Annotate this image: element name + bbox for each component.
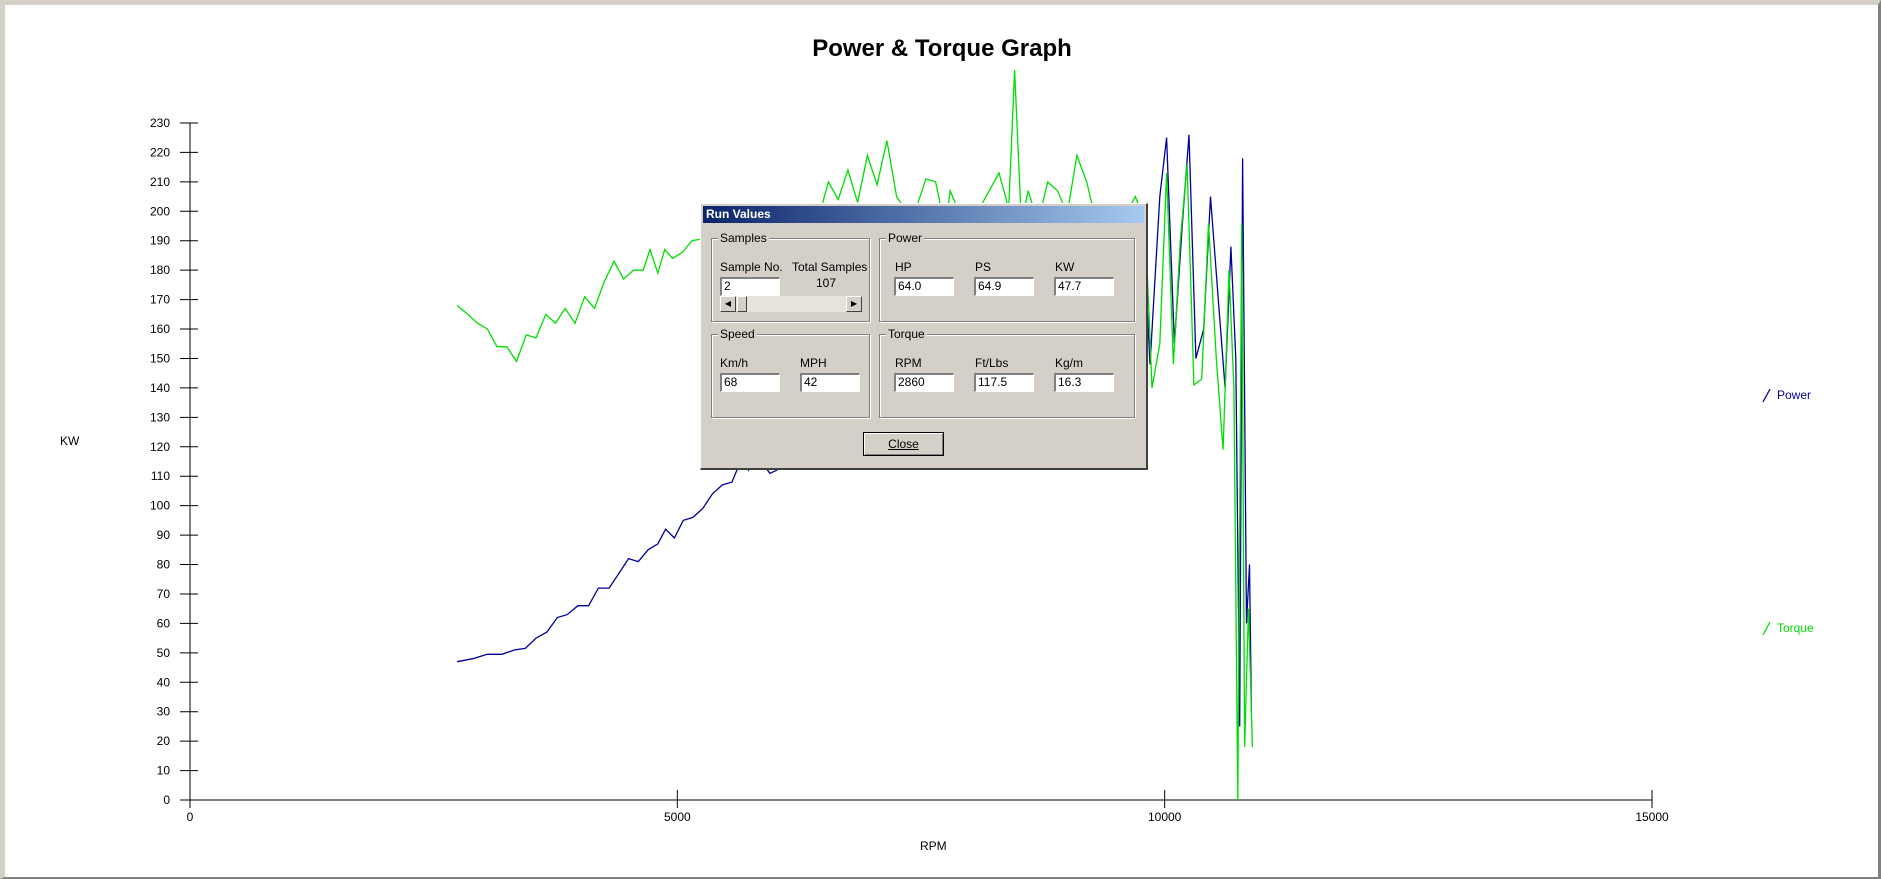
y-tick-label: 10 bbox=[157, 764, 171, 778]
y-tick-label: 190 bbox=[150, 234, 170, 248]
ftlbs-field[interactable]: 117.5 bbox=[974, 373, 1034, 392]
torque-group-label: Torque bbox=[886, 327, 927, 341]
y-tick-label: 220 bbox=[150, 145, 170, 159]
y-tick-label: 230 bbox=[150, 116, 170, 130]
y-tick-label: 60 bbox=[157, 616, 171, 630]
run-values-dialog: Run Values Samples Sample No. Total Samp… bbox=[700, 203, 1148, 470]
sample-scrollbar[interactable]: ◀ ▶ bbox=[720, 296, 862, 312]
y-tick-label: 30 bbox=[157, 705, 171, 719]
hp-label: HP bbox=[895, 260, 912, 274]
legend-swatch-torque bbox=[1762, 621, 1771, 636]
y-tick-label: 180 bbox=[150, 263, 170, 277]
legend-label-power: Power bbox=[1777, 388, 1811, 402]
x-axis-label: RPM bbox=[920, 839, 947, 853]
dialog-title-bar[interactable]: Run Values bbox=[703, 206, 1144, 223]
mph-field[interactable]: 42 bbox=[800, 373, 860, 392]
close-button-label: Close bbox=[888, 437, 919, 451]
scroll-left-button[interactable]: ◀ bbox=[720, 296, 736, 312]
y-tick-label: 70 bbox=[157, 587, 171, 601]
close-button[interactable]: Close bbox=[863, 432, 944, 456]
chart-title: Power & Torque Graph bbox=[812, 35, 1072, 62]
ps-label: PS bbox=[975, 260, 992, 274]
mph-label: MPH bbox=[800, 356, 827, 370]
kmh-field[interactable]: 68 bbox=[720, 373, 780, 392]
ps-field[interactable]: 64.9 bbox=[974, 277, 1034, 296]
y-tick-label: 170 bbox=[150, 293, 170, 307]
y-tick-label: 50 bbox=[157, 646, 171, 660]
x-tick-label: 5000 bbox=[664, 810, 691, 824]
series-line-power bbox=[456, 134, 1253, 727]
y-tick-label: 110 bbox=[151, 469, 170, 483]
speed-group: Speed Km/h MPH 68 42 bbox=[711, 327, 870, 418]
speed-group-label: Speed bbox=[718, 327, 757, 341]
power-group: Power HP PS KW 64.0 64.9 47.7 bbox=[879, 231, 1135, 322]
samples-group-label: Samples bbox=[718, 231, 769, 245]
x-tick-label: 10000 bbox=[1148, 810, 1182, 824]
torque-group: Torque RPM Ft/Lbs Kg/m 2860 117.5 16.3 bbox=[879, 327, 1135, 418]
y-tick-label: 80 bbox=[157, 558, 171, 572]
y-tick-label: 90 bbox=[157, 528, 171, 542]
y-tick-label: 160 bbox=[150, 322, 170, 336]
total-samples-label: Total Samples bbox=[792, 260, 868, 274]
kgm-field[interactable]: 16.3 bbox=[1054, 373, 1114, 392]
scroll-right-button[interactable]: ▶ bbox=[846, 296, 862, 312]
rpm-field[interactable]: 2860 bbox=[894, 373, 954, 392]
hp-field[interactable]: 64.0 bbox=[894, 277, 954, 296]
y-tick-label: 40 bbox=[157, 675, 171, 689]
y-tick-label: 150 bbox=[150, 351, 170, 365]
power-group-label: Power bbox=[886, 231, 925, 245]
sample-no-field[interactable]: 2 bbox=[720, 277, 780, 296]
kmh-label: Km/h bbox=[720, 356, 749, 370]
kw-label: KW bbox=[1055, 260, 1075, 274]
ftlbs-label: Ft/Lbs bbox=[975, 356, 1009, 370]
samples-group: Samples Sample No. Total Samples 2 107 ◀… bbox=[711, 231, 870, 322]
y-tick-label: 210 bbox=[150, 175, 170, 189]
x-tick-label: 0 bbox=[187, 810, 194, 824]
legend-label-torque: Torque bbox=[1777, 621, 1814, 635]
total-samples-value: 107 bbox=[816, 276, 837, 290]
legend-swatch-power bbox=[1762, 388, 1771, 403]
y-tick-label: 0 bbox=[163, 793, 170, 807]
dialog-title: Run Values bbox=[706, 207, 771, 221]
y-tick-label: 120 bbox=[150, 440, 170, 454]
y-axis-label: KW bbox=[60, 434, 80, 448]
sample-no-label: Sample No. bbox=[720, 260, 783, 274]
x-tick-label: 15000 bbox=[1635, 810, 1669, 824]
y-tick-label: 130 bbox=[150, 410, 170, 424]
kgm-label: Kg/m bbox=[1055, 356, 1084, 370]
y-tick-label: 20 bbox=[157, 734, 171, 748]
rpm-label: RPM bbox=[895, 356, 922, 370]
y-tick-label: 140 bbox=[150, 381, 170, 395]
legend: Power Torque bbox=[1762, 388, 1814, 636]
y-axis: 0 10 20 30 40 50 60 70 80 90 100 110 120 130 140 150 160… bbox=[150, 116, 198, 807]
scroll-thumb[interactable] bbox=[737, 296, 747, 312]
y-tick-label: 200 bbox=[150, 204, 170, 218]
x-axis: 0 5000 10000 15000 bbox=[187, 790, 1669, 824]
y-tick-label: 100 bbox=[150, 499, 170, 513]
kw-field[interactable]: 47.7 bbox=[1054, 277, 1114, 296]
